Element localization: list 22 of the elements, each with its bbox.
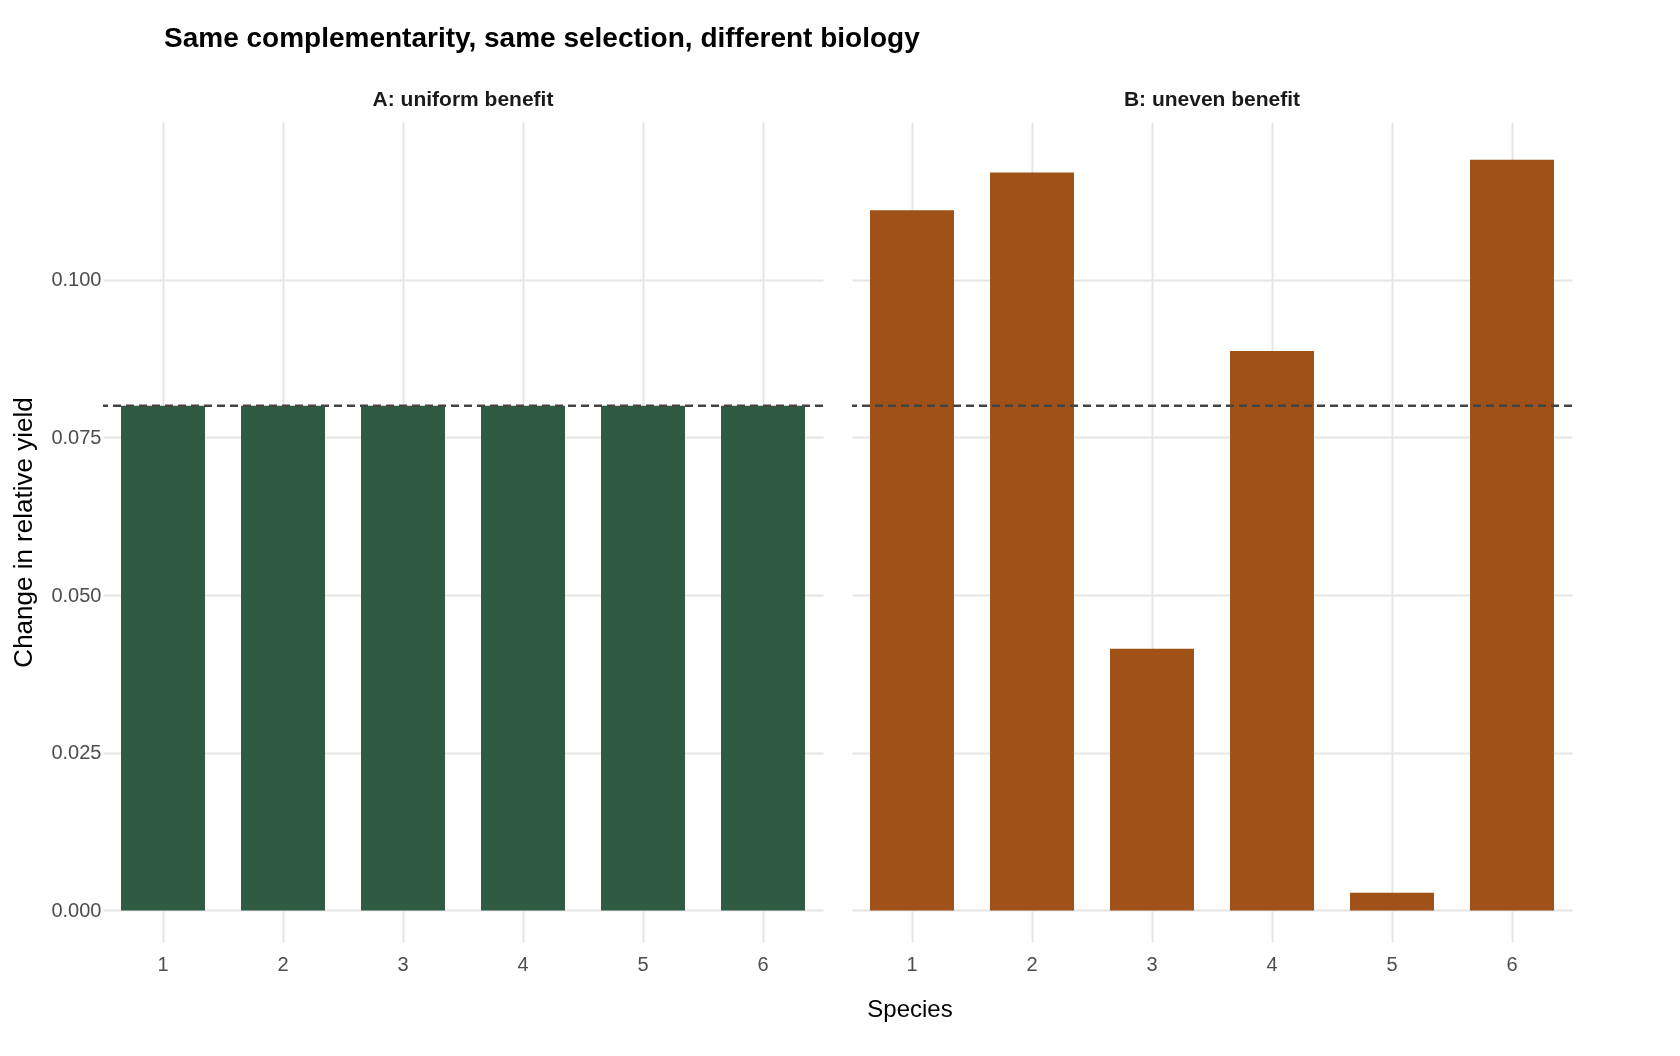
x-tick-label: 3 xyxy=(1146,952,1158,975)
x-tick-label: 3 xyxy=(397,952,409,975)
y-tick-label: 0.000 xyxy=(51,898,102,921)
y-tick-label: 0.025 xyxy=(51,741,102,764)
chart-title: Same complementarity, same selection, different biology xyxy=(163,21,921,55)
chart-subtitle: A: uniform benefit xyxy=(372,87,554,110)
y-tick-label: 0.050 xyxy=(51,583,102,606)
x-axis-title: Species xyxy=(866,995,954,1023)
x-tick-label: 6 xyxy=(757,952,769,975)
x-tick-label: 5 xyxy=(637,952,649,975)
x-tick-label: 1 xyxy=(906,952,918,975)
x-tick-label: 2 xyxy=(277,952,289,975)
chart-subtitle: B: uneven benefit xyxy=(1123,87,1301,110)
x-tick-label: 6 xyxy=(1506,952,1518,975)
x-tick-label: 1 xyxy=(157,952,169,975)
x-tick-label: 2 xyxy=(1026,952,1038,975)
y-axis-title: Change in relative yield xyxy=(8,397,39,668)
x-tick-label: 4 xyxy=(1266,952,1278,975)
y-tick-label: 0.075 xyxy=(51,425,102,448)
x-tick-label: 4 xyxy=(517,952,529,975)
y-tick-label: 0.100 xyxy=(51,268,102,291)
x-tick-label: 5 xyxy=(1386,952,1398,975)
